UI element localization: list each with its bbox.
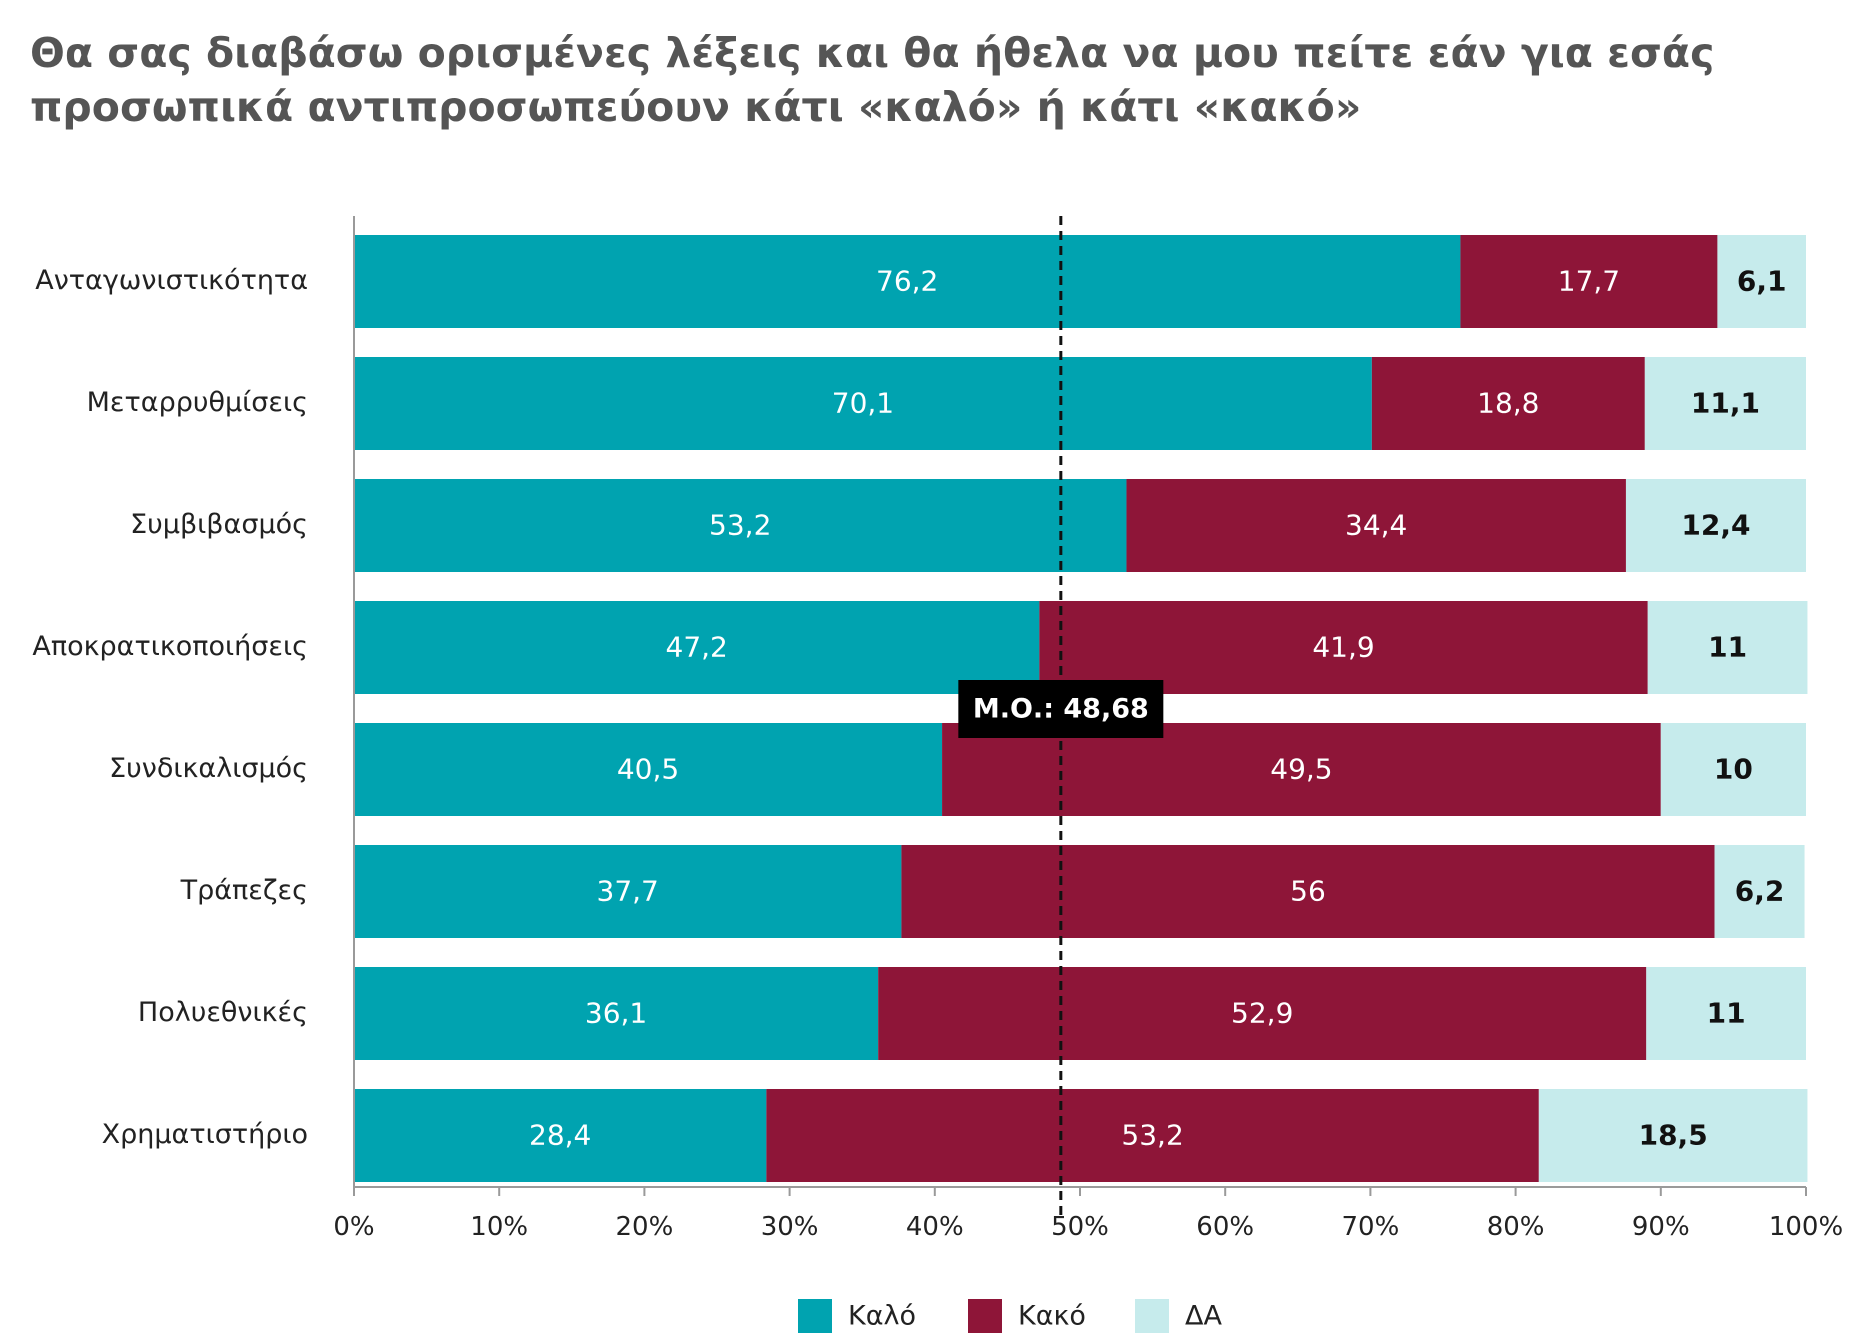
bar-segment (354, 601, 1040, 694)
data-label: 56 (1290, 875, 1326, 908)
x-tick-label: 90% (1632, 1212, 1690, 1242)
category-label: Πολυεθνικές (138, 997, 308, 1028)
data-label: 17,7 (1558, 265, 1620, 298)
legend-label: ΔΑ (1185, 1301, 1222, 1332)
category-label: Αποκρατικοποιήσεις (32, 631, 308, 662)
data-label: 10 (1714, 753, 1753, 786)
data-label: 18,5 (1639, 1119, 1708, 1152)
average-label: Μ.Ο.: 48,68 (973, 694, 1149, 725)
legend-label: Καλό (848, 1301, 916, 1332)
bar-segment (901, 845, 1715, 938)
data-label: 49,5 (1270, 753, 1332, 786)
bar-segment (1646, 967, 1806, 1060)
data-label: 53,2 (709, 509, 771, 542)
data-label: 11 (1708, 631, 1747, 664)
bar-segment (1717, 235, 1806, 328)
bar-segment (1371, 357, 1645, 450)
legend-swatch (968, 1299, 1002, 1333)
x-tick-label: 30% (761, 1212, 819, 1242)
legend-label: Κακό (1018, 1301, 1086, 1332)
x-tick-label: 80% (1487, 1212, 1545, 1242)
bar-segment (1714, 845, 1805, 938)
data-label: 47,2 (666, 631, 728, 664)
bar-segment (878, 967, 1647, 1060)
x-tick-label: 50% (1051, 1212, 1109, 1242)
data-label: 36,1 (585, 997, 647, 1030)
bar-segment (1644, 357, 1806, 450)
average-label-box (958, 680, 1164, 738)
data-label: 34,4 (1345, 509, 1407, 542)
bar-segment (354, 967, 879, 1060)
bar-segment (354, 1089, 767, 1182)
data-label: 41,9 (1312, 631, 1374, 664)
bar-segment (1460, 235, 1718, 328)
bar-segment (1126, 479, 1626, 572)
chart-title: Θα σας διαβάσω ορισμένες λέξεις και θα ή… (30, 29, 1715, 131)
bar-segment (1647, 601, 1808, 694)
data-label: 37,7 (597, 875, 659, 908)
category-label: Συνδικαλισμός (109, 753, 308, 784)
x-tick-label: 70% (1342, 1212, 1400, 1242)
bar-segment (354, 235, 1461, 328)
category-label: Τράπεζες (180, 875, 308, 906)
category-label: Ανταγωνιστικότητα (35, 265, 308, 296)
bar-segment (766, 1089, 1539, 1182)
data-label: 6,1 (1737, 265, 1787, 298)
bar-segment (942, 723, 1661, 816)
data-label: 12,4 (1681, 509, 1750, 542)
x-tick-label: 100% (1769, 1212, 1843, 1242)
x-tick-label: 0% (333, 1212, 374, 1242)
bar-segment (354, 723, 943, 816)
category-label: Μεταρρυθμίσεις (87, 387, 308, 418)
data-label: 52,9 (1231, 997, 1293, 1030)
category-label: Συμβιβασμός (130, 509, 308, 540)
data-label: 18,8 (1477, 387, 1539, 420)
x-tick-label: 60% (1196, 1212, 1254, 1242)
bar-segment (354, 845, 902, 938)
x-tick-label: 40% (906, 1212, 964, 1242)
data-label: 53,2 (1121, 1119, 1183, 1152)
bar-segment (1039, 601, 1648, 694)
bar-segment (1538, 1089, 1808, 1182)
bar-segment (354, 357, 1372, 450)
category-label: Χρηματιστήριο (102, 1119, 308, 1150)
data-label: 6,2 (1735, 875, 1785, 908)
x-tick-label: 10% (470, 1212, 528, 1242)
bar-segment (1625, 479, 1806, 572)
legend-swatch (1135, 1299, 1169, 1333)
bar-segment (1660, 723, 1806, 816)
bar-segment (354, 479, 1127, 572)
data-label: 11,1 (1691, 387, 1760, 420)
data-label: 11 (1707, 997, 1746, 1030)
data-label: 40,5 (617, 753, 679, 786)
data-label: 76,2 (876, 265, 938, 298)
data-label: 70,1 (832, 387, 894, 420)
legend-swatch (798, 1299, 832, 1333)
data-label: 28,4 (529, 1119, 591, 1152)
x-tick-label: 20% (616, 1212, 674, 1242)
